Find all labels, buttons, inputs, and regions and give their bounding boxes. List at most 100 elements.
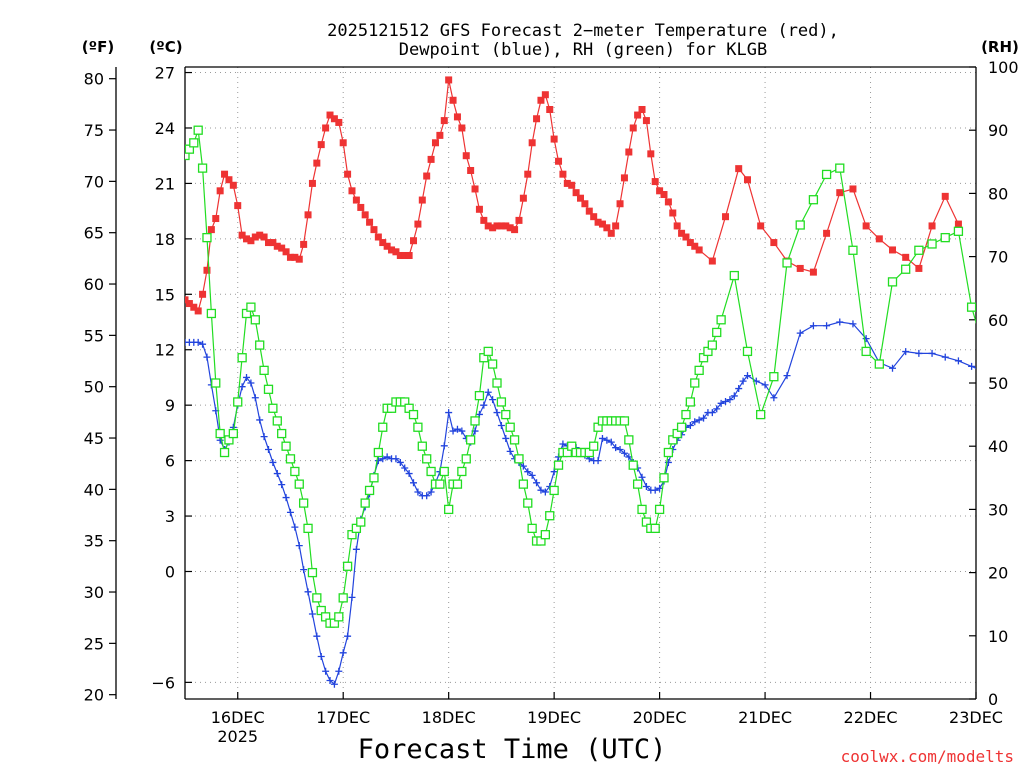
rh-point: [549, 485, 559, 496]
rh-point: [356, 517, 366, 527]
temperature-point: [563, 179, 571, 187]
rh-point: [650, 523, 660, 534]
temperature-point: [405, 251, 413, 259]
dewpoint-point: [994, 343, 1001, 350]
dewpoint-point: [256, 416, 264, 424]
fahrenheit-tick-label: 65: [84, 224, 104, 243]
celsius-tick-label: 27: [155, 64, 175, 83]
rh-point: [835, 163, 845, 173]
temperature-point: [410, 237, 418, 245]
temperature-point: [445, 76, 453, 84]
dewpoint-point: [743, 372, 751, 380]
rh-point: [589, 441, 599, 451]
temperature-point: [431, 139, 439, 147]
temperature-point: [414, 220, 422, 228]
dewpoint-point: [533, 479, 541, 487]
celsius-tick-label: 3: [165, 507, 175, 526]
dewpoint-point: [651, 486, 659, 494]
dewpoint-point: [282, 494, 290, 502]
temperature-point: [379, 239, 387, 247]
fahrenheit-tick-label: 75: [84, 121, 104, 140]
temperature-point: [203, 266, 211, 274]
temperature-point: [436, 131, 444, 139]
rh-point: [215, 428, 225, 439]
temperature-point: [317, 141, 325, 149]
temperature-point: [647, 150, 655, 158]
dewpoint-point: [594, 457, 602, 465]
temperature-point: [673, 222, 681, 230]
temperature-point: [695, 246, 703, 254]
rh-point: [334, 612, 344, 622]
rh-point: [527, 523, 537, 534]
temperature-point: [286, 253, 294, 261]
dewpoint-point: [559, 440, 567, 448]
dewpoint-point: [449, 427, 457, 435]
temperature-point: [524, 170, 532, 178]
dewpoint-point: [383, 453, 391, 461]
dewpoint-point: [247, 379, 255, 387]
rh-point: [369, 473, 379, 483]
temperature-point: [669, 209, 677, 217]
rh-point: [435, 479, 445, 489]
temperature-point: [278, 244, 286, 252]
rh-point: [821, 169, 832, 180]
dewpoint-point: [243, 373, 251, 381]
rh-point: [268, 403, 278, 413]
temperature-point: [291, 253, 299, 261]
temperature-point: [273, 242, 281, 250]
temperature-point: [607, 229, 615, 237]
temperature-point: [370, 226, 378, 234]
rh-point: [887, 277, 898, 287]
temperature-point: [335, 118, 343, 126]
temperature-point: [682, 233, 690, 241]
temperature-point: [928, 222, 936, 230]
temperature-point: [722, 213, 730, 221]
rh-point: [259, 365, 269, 376]
rh-point: [193, 125, 203, 135]
celsius-tick-label: −6: [151, 673, 175, 692]
rh-point: [487, 359, 498, 369]
dewpoint-point: [440, 442, 448, 450]
temperature-point: [519, 194, 527, 202]
dewpoint-point: [480, 401, 488, 409]
temperature-point: [642, 117, 650, 125]
rh-point: [712, 327, 722, 338]
temperature-point: [902, 253, 910, 261]
rh-point: [338, 593, 348, 603]
rh-point: [360, 498, 370, 508]
dewpoint-point: [260, 433, 268, 441]
dewpoint-point: [396, 458, 404, 466]
temperature-point: [634, 111, 642, 119]
rh-tick-label: 30: [988, 500, 1008, 519]
rh-point: [272, 416, 282, 426]
temperature-point: [313, 159, 321, 167]
dewpoint-point: [616, 446, 624, 454]
rh-point: [540, 530, 550, 540]
rh-point: [953, 226, 964, 236]
dewpoint-point: [304, 588, 312, 596]
temperature-point: [207, 226, 215, 234]
x-axis-title: Forecast Time (UTC): [358, 734, 667, 765]
dewpoint-point: [928, 349, 936, 357]
dewpoint-point: [427, 488, 435, 496]
dewpoint-point: [603, 436, 611, 444]
temperature-point: [190, 303, 198, 311]
dewpoint-point: [519, 462, 527, 470]
temperature-point: [559, 170, 567, 178]
rh-point: [632, 479, 643, 489]
dewpoint-point: [726, 396, 734, 404]
rh-tick-label: 0: [988, 690, 998, 709]
rh-point: [277, 428, 287, 439]
rh-point: [483, 346, 493, 357]
temperature-point: [449, 96, 457, 104]
temperature-point: [418, 196, 426, 204]
rh-point: [461, 454, 471, 464]
temperature-point: [234, 202, 242, 210]
rh-point: [553, 460, 564, 470]
temperature-point: [366, 218, 374, 226]
temperature-point: [577, 194, 584, 202]
temperature-point: [256, 231, 264, 239]
rh-point: [848, 245, 858, 255]
temperature-point: [651, 178, 659, 186]
dewpoint-point: [700, 414, 708, 422]
